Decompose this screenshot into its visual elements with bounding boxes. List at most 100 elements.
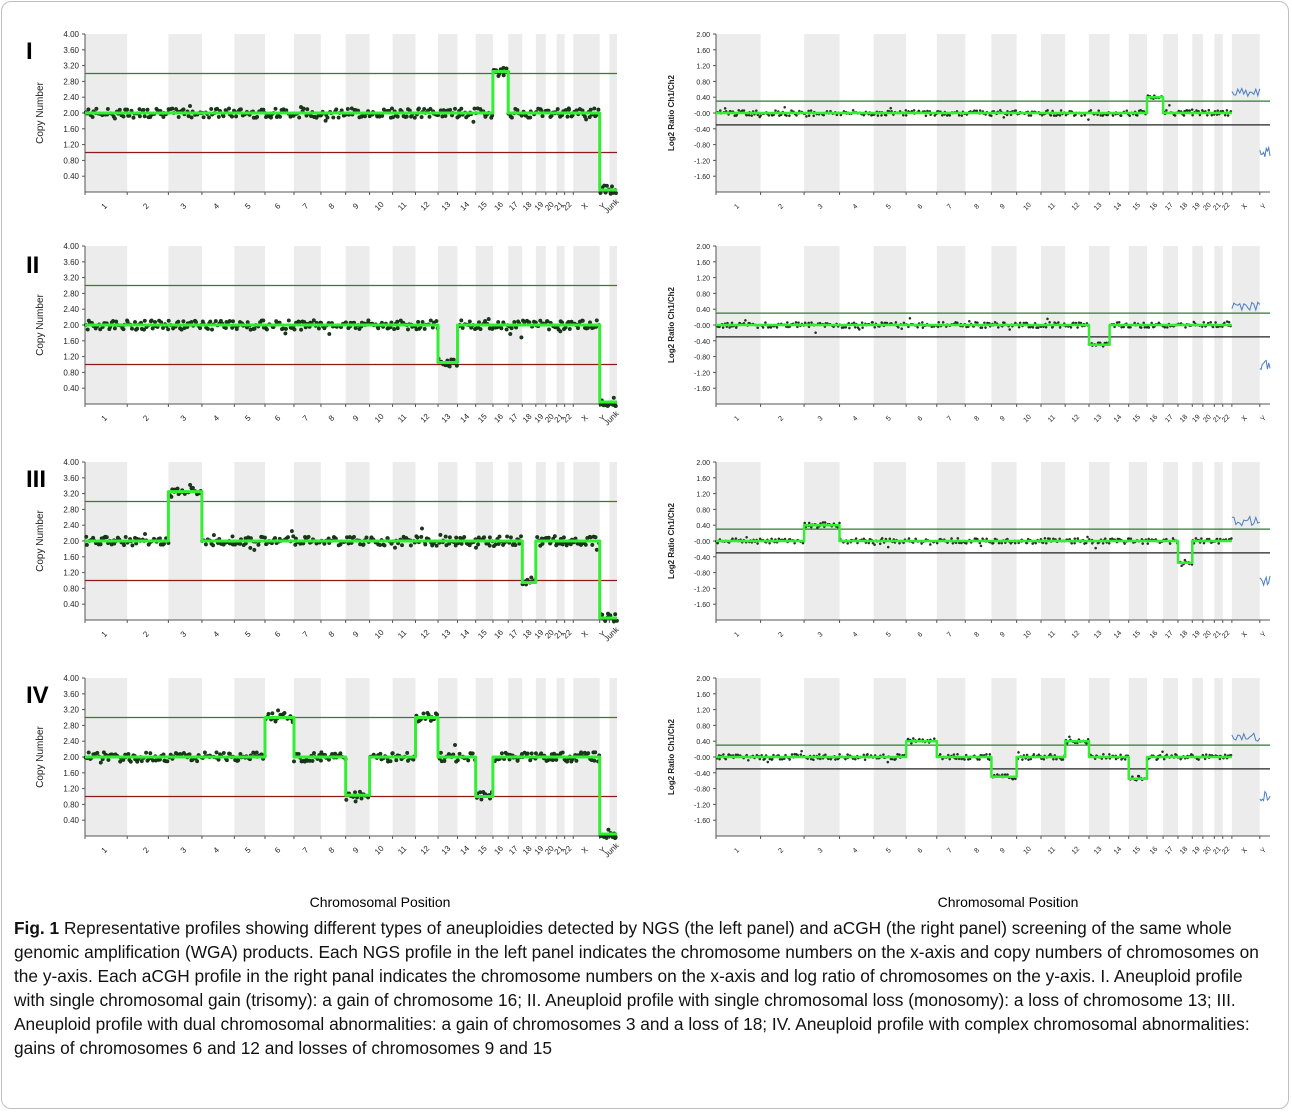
y-tick-label: 3.20 (63, 274, 79, 283)
x-tick-label: 14 (1113, 202, 1124, 213)
data-point (860, 321, 864, 324)
data-point (1061, 758, 1065, 761)
data-point (747, 759, 750, 762)
data-point (1027, 758, 1030, 761)
data-point (273, 719, 278, 724)
data-point (948, 114, 952, 117)
data-point (505, 534, 510, 539)
data-point (454, 535, 459, 540)
data-point (312, 751, 317, 756)
data-point (420, 526, 425, 531)
data-point (104, 535, 109, 540)
data-point (764, 321, 767, 324)
data-point (613, 403, 618, 408)
data-point (1046, 109, 1049, 112)
x-tick-label: 5 (885, 203, 893, 211)
y-tick-label: -0.00 (694, 323, 710, 330)
data-point (1068, 735, 1071, 739)
data-point (592, 106, 597, 111)
y-tick-label: 1.20 (63, 569, 79, 578)
data-point (916, 326, 919, 329)
data-point (1147, 326, 1151, 329)
x-tick-label: 18 (1179, 846, 1190, 857)
data-point (945, 114, 949, 117)
data-point (606, 827, 611, 832)
data-point (166, 318, 171, 323)
data-point (129, 326, 134, 331)
x-tick-label: 11 (1047, 202, 1057, 212)
data-point (1083, 114, 1087, 117)
data-point (565, 759, 570, 764)
data-point (1043, 537, 1047, 540)
x-tick-label: 8 (327, 201, 337, 211)
data-point (999, 109, 1002, 112)
data-point (345, 106, 350, 111)
x-tick-label: 2 (141, 629, 151, 639)
data-point (254, 750, 259, 755)
data-point (611, 395, 616, 400)
data-point (238, 107, 243, 112)
data-point (960, 114, 964, 117)
data-point (1117, 321, 1121, 324)
data-point (935, 541, 939, 545)
data-point (938, 753, 942, 756)
x-tick-label: 20 (1202, 202, 1213, 213)
x-tick-label: 7 (301, 845, 311, 855)
data-point (364, 535, 369, 540)
data-point (221, 750, 226, 755)
segment-line (716, 323, 1232, 347)
data-point (509, 115, 514, 120)
x-tick-label: 3 (179, 413, 189, 423)
data-point (528, 115, 533, 120)
data-point (1045, 541, 1048, 545)
data-point (983, 321, 986, 325)
data-point (1032, 753, 1036, 756)
segment-line (85, 716, 617, 836)
data-point (513, 543, 518, 548)
x-tick-label: 9 (999, 631, 1007, 639)
data-point (990, 114, 993, 118)
x-tick-label: 22 (1221, 630, 1232, 641)
y-tick-label: -0.00 (694, 755, 710, 762)
data-point (823, 521, 827, 524)
data-point (105, 106, 110, 111)
y-tick-label: 0.80 (696, 79, 710, 86)
x-tick-label: 5 (243, 413, 253, 423)
data-point (327, 331, 332, 336)
data-point (412, 115, 417, 120)
y-tick-label: 2.00 (696, 676, 710, 683)
data-point (195, 759, 200, 764)
data-point (750, 114, 754, 117)
data-point (289, 529, 294, 534)
data-point (1182, 114, 1186, 117)
data-point (286, 535, 291, 540)
chart-svg: 2.00 1.60 1.20 0.80 0.40 -0.00 -0.40 -0.80 -1.20… (667, 32, 1271, 213)
panel-label-iii: III (26, 466, 47, 493)
x-tick-label: 14 (1113, 630, 1124, 641)
data-point (1225, 109, 1229, 112)
x-tick-label: 20 (1202, 846, 1213, 857)
chart-svg: 4.00 3.60 3.20 2.80 2.40 2.00 1.60 1.20 0.80 0.40… (35, 30, 621, 215)
data-point (809, 109, 813, 112)
y-tick-label: -0.80 (694, 355, 710, 362)
data-point (453, 106, 458, 111)
x-tick-label: 4 (852, 203, 860, 211)
x-tick-label: 20 (1202, 630, 1213, 641)
data-point (209, 327, 214, 332)
data-point (382, 543, 387, 548)
data-point (790, 753, 794, 756)
x-tick-label: 5 (243, 845, 253, 855)
data-point (768, 541, 771, 545)
y-tick-label: -0.40 (694, 555, 710, 562)
x-tick-label: 17 (1164, 414, 1175, 425)
panel-label-iv: IV (26, 682, 49, 709)
data-point (508, 535, 513, 540)
data-point (924, 114, 928, 118)
x-tick-label: 1 (733, 847, 741, 855)
data-point (968, 320, 971, 323)
data-point (276, 708, 281, 713)
x-tick-label: 1 (100, 413, 110, 423)
x-tick-label: 7 (946, 847, 954, 855)
data-point (593, 535, 598, 540)
